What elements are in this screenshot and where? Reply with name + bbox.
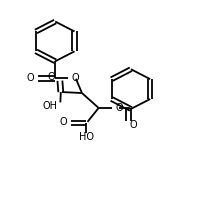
Text: O: O: [60, 117, 67, 127]
Text: O: O: [129, 120, 137, 130]
Text: OH: OH: [42, 101, 57, 111]
Text: HO: HO: [79, 132, 94, 142]
Text: O: O: [26, 73, 34, 83]
Text: O: O: [47, 72, 55, 82]
Text: O: O: [72, 73, 80, 83]
Text: O: O: [115, 103, 123, 113]
